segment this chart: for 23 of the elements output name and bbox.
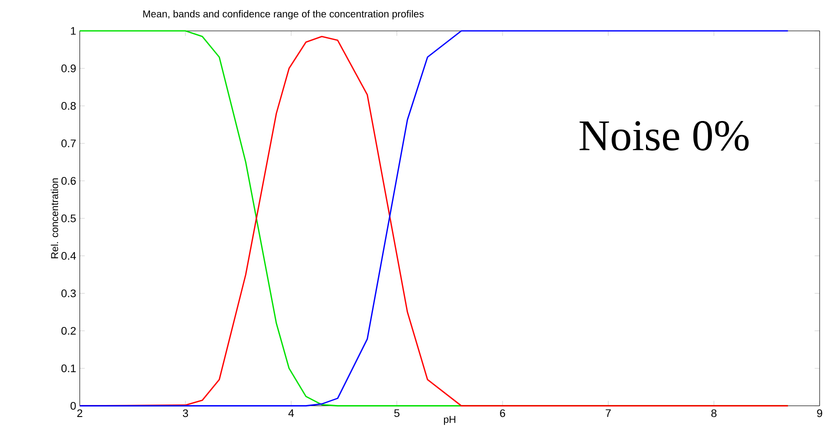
y-tick-label: 0.6	[61, 177, 76, 185]
x-tick-label: 9	[817, 409, 822, 418]
y-axis-title: Rel. concentration	[50, 178, 58, 258]
x-tick-label: 8	[711, 409, 716, 418]
x-tick-label: 6	[500, 409, 506, 418]
y-tick-label: 0.5	[61, 214, 76, 222]
x-axis-title: pH	[444, 416, 456, 426]
x-tick-label: 7	[606, 409, 611, 418]
y-tick-label: 0	[70, 402, 76, 410]
y-tick-label: 0.3	[61, 290, 76, 298]
chart-title: Mean, bands and confidence range of the concentration profiles	[143, 10, 424, 20]
x-tick-label: 5	[394, 409, 400, 418]
y-tick-label: 1	[70, 27, 76, 35]
y-tick-label: 0.9	[61, 64, 76, 72]
y-tick-label: 0.7	[61, 140, 76, 148]
annotation: Noise 0%	[580, 121, 749, 151]
y-tick-label: 0.1	[61, 364, 76, 372]
x-tick-label: 4	[288, 409, 294, 418]
y-tick-label: 0.4	[61, 252, 76, 260]
y-tick-label: 0.8	[61, 102, 76, 110]
y-tick-label: 0.2	[61, 327, 76, 335]
x-tick-label: 2	[77, 409, 82, 418]
x-tick-label: 3	[182, 409, 188, 418]
